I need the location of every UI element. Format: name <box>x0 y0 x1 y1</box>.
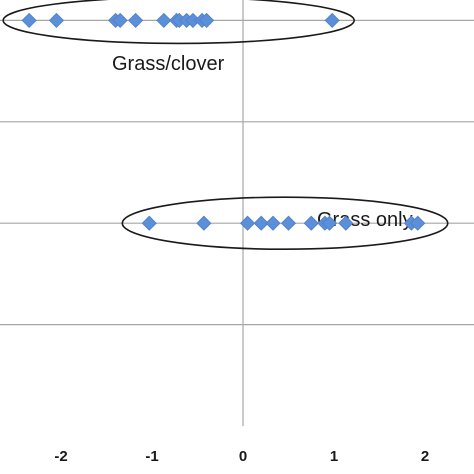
annotation-grass-clover: Grass/clover <box>112 53 225 75</box>
data-point <box>156 12 172 28</box>
data-point <box>410 215 426 231</box>
group-ellipse <box>2 0 355 45</box>
data-point <box>141 215 157 231</box>
data-points <box>21 12 426 231</box>
gridlines <box>0 19 474 326</box>
data-point <box>199 12 215 28</box>
x-tick-label: 1 <box>330 448 338 465</box>
data-point <box>303 215 319 231</box>
group-ellipses <box>2 0 449 250</box>
data-point <box>48 12 65 28</box>
annotations: Grass/clover Grass only <box>112 53 413 231</box>
x-tick-label: 0 <box>239 448 247 465</box>
x-tick-label: -1 <box>145 448 158 465</box>
data-point <box>112 12 128 28</box>
data-point <box>280 215 297 231</box>
data-point <box>324 12 340 28</box>
data-point <box>265 215 281 231</box>
data-point <box>128 12 144 28</box>
data-point <box>21 12 37 28</box>
data-point <box>196 215 212 231</box>
group-ellipse <box>121 196 449 250</box>
x-tick-label: 2 <box>421 448 429 465</box>
x-tick-labels: -2 -1 0 1 2 <box>54 448 429 465</box>
data-point <box>253 215 269 231</box>
x-tick-label: -2 <box>54 448 67 465</box>
data-point <box>239 215 256 231</box>
data-point <box>338 215 354 231</box>
data-point <box>321 215 338 231</box>
